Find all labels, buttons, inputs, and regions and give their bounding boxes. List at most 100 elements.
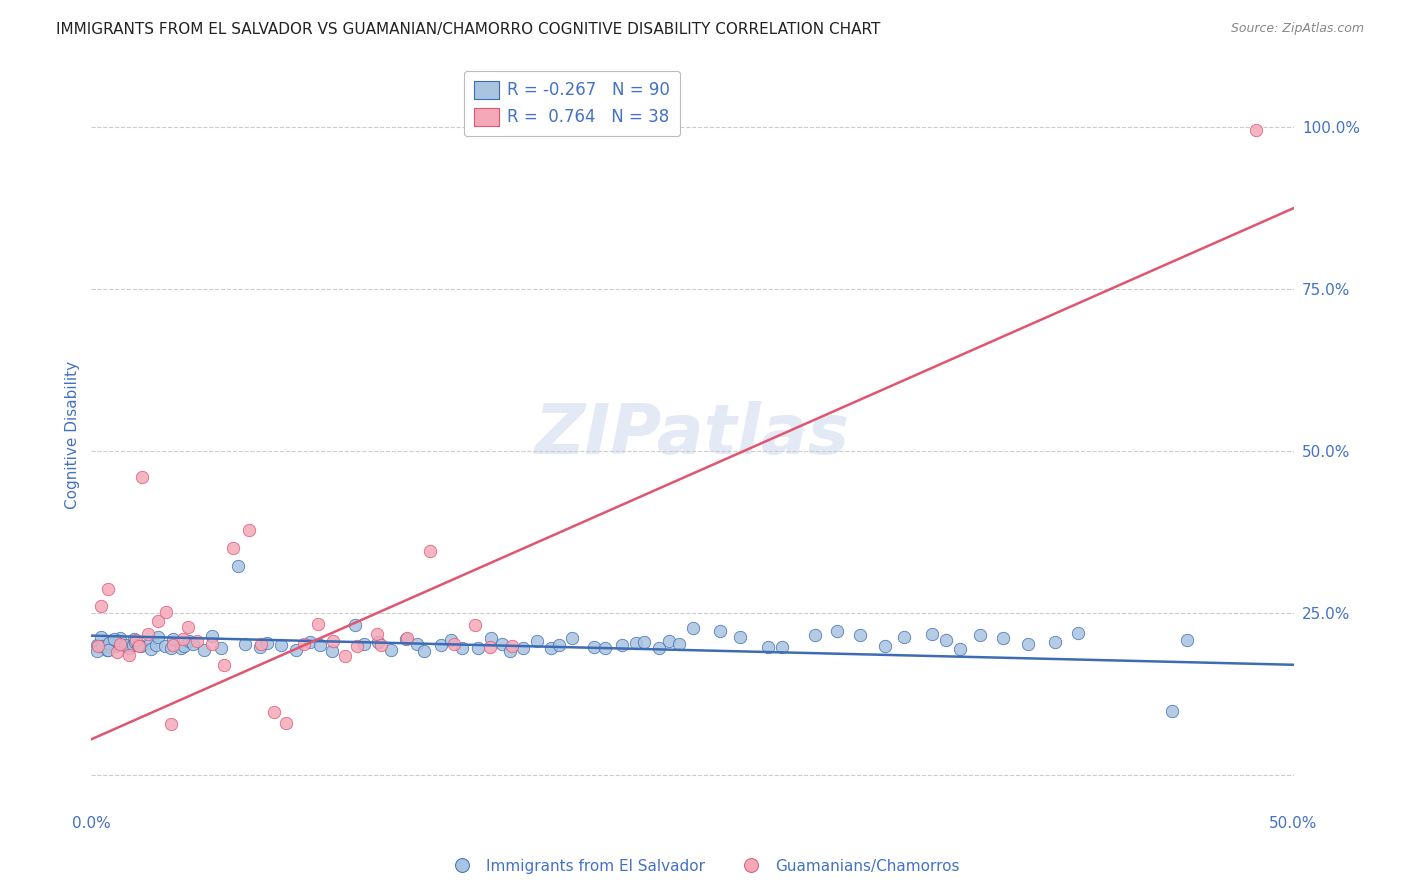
Point	[478, 640, 501, 654]
Point	[668, 637, 690, 651]
Point	[139, 635, 162, 649]
Point	[395, 632, 418, 647]
Point	[467, 641, 489, 656]
Point	[321, 643, 343, 657]
Point	[443, 636, 465, 650]
Point	[770, 640, 793, 654]
Point	[730, 630, 752, 644]
Point	[146, 614, 169, 628]
Point	[464, 618, 486, 632]
Point	[512, 640, 534, 655]
Point	[104, 639, 127, 653]
Y-axis label: Cognitive Disability: Cognitive Disability	[65, 360, 80, 509]
Point	[183, 637, 205, 651]
Point	[136, 627, 159, 641]
Point	[249, 640, 271, 655]
Point	[201, 637, 224, 651]
Point	[186, 634, 208, 648]
Point	[526, 634, 548, 648]
Point	[108, 637, 131, 651]
Point	[969, 628, 991, 642]
Point	[160, 640, 183, 655]
Point	[873, 639, 896, 653]
Point	[131, 470, 153, 484]
Point	[97, 582, 120, 596]
Point	[103, 632, 125, 647]
Point	[96, 643, 118, 657]
Point	[991, 632, 1014, 646]
Point	[86, 644, 108, 658]
Point	[633, 634, 655, 648]
Point	[263, 705, 285, 719]
Legend: Immigrants from El Salvador, Guamanians/Chamorros: Immigrants from El Salvador, Guamanians/…	[440, 853, 966, 880]
Point	[395, 631, 418, 645]
Point	[118, 648, 141, 662]
Point	[238, 523, 260, 537]
Point	[118, 640, 141, 655]
Point	[125, 632, 148, 647]
Point	[127, 639, 149, 653]
Point	[153, 639, 176, 653]
Point	[222, 541, 245, 555]
Point	[162, 638, 184, 652]
Point	[333, 648, 356, 663]
Point	[1045, 635, 1067, 649]
Point	[193, 643, 215, 657]
Point	[405, 637, 427, 651]
Point	[139, 641, 162, 656]
Point	[276, 716, 298, 731]
Point	[110, 638, 132, 652]
Point	[803, 628, 825, 642]
Point	[658, 634, 681, 648]
Point	[146, 630, 169, 644]
Point	[1175, 633, 1198, 648]
Point	[103, 636, 125, 650]
Point	[893, 630, 915, 644]
Point	[380, 643, 402, 657]
Point	[172, 632, 194, 646]
Point	[367, 635, 389, 649]
Point	[561, 631, 583, 645]
Point	[86, 640, 108, 654]
Point	[1067, 625, 1090, 640]
Point	[226, 559, 249, 574]
Point	[501, 640, 523, 654]
Point	[162, 632, 184, 646]
Point	[128, 640, 150, 654]
Point	[170, 640, 193, 655]
Point	[612, 638, 634, 652]
Point	[307, 617, 329, 632]
Point	[97, 643, 120, 657]
Point	[921, 627, 943, 641]
Point	[595, 641, 617, 656]
Point	[648, 640, 671, 655]
Point	[322, 634, 344, 648]
Point	[90, 630, 112, 644]
Point	[124, 634, 146, 648]
Point	[1244, 123, 1267, 137]
Point	[344, 618, 367, 632]
Point	[756, 640, 779, 654]
Point	[935, 633, 957, 648]
Point	[105, 645, 128, 659]
Point	[479, 632, 502, 646]
Point	[430, 638, 453, 652]
Point	[294, 637, 316, 651]
Text: ZIPatlas: ZIPatlas	[534, 401, 851, 468]
Point	[682, 621, 704, 635]
Point	[114, 638, 136, 652]
Point	[179, 633, 201, 648]
Point	[499, 644, 522, 658]
Point	[155, 605, 177, 619]
Point	[825, 624, 848, 638]
Point	[548, 638, 571, 652]
Point	[1161, 704, 1184, 718]
Point	[209, 641, 232, 656]
Point	[366, 626, 388, 640]
Point	[412, 644, 434, 658]
Point	[250, 637, 273, 651]
Point	[451, 641, 474, 656]
Text: Source: ZipAtlas.com: Source: ZipAtlas.com	[1230, 22, 1364, 36]
Point	[346, 640, 368, 654]
Point	[256, 636, 278, 650]
